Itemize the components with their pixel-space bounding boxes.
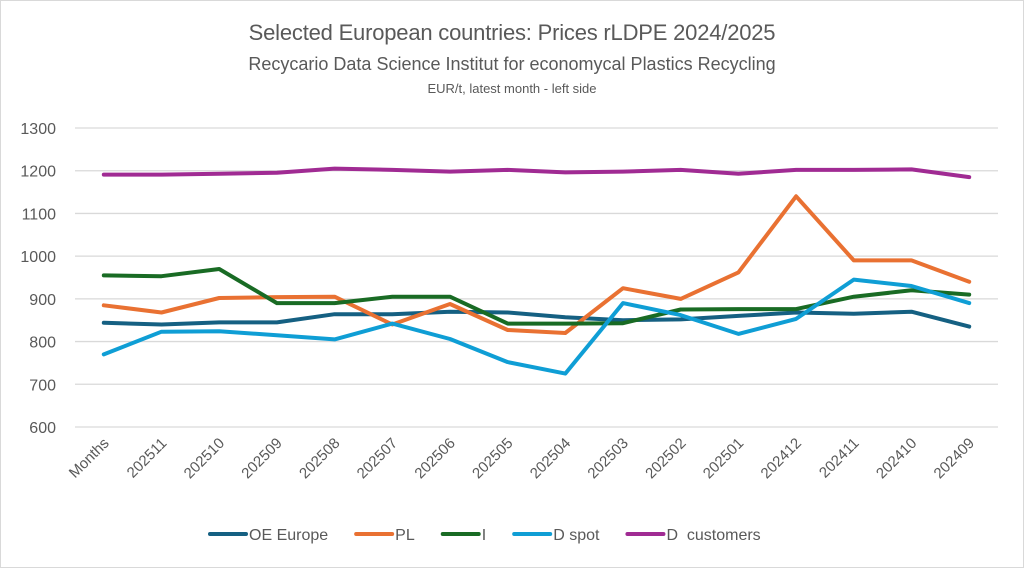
y-tick-label: 1300 [20, 121, 56, 138]
x-tick-label: 202409 [931, 435, 978, 482]
x-tick-label: 202503 [584, 435, 631, 482]
x-tick-label: Months [66, 435, 113, 482]
legend-label: PL [395, 527, 415, 544]
legend: OE Europe PL I D spot D customers [208, 527, 761, 544]
x-tick-label: 202506 [411, 435, 458, 482]
x-tick-label: 202501 [700, 435, 747, 482]
y-tick-label: 600 [29, 420, 56, 437]
legend-item: PL [354, 527, 415, 544]
legend-label: I [482, 527, 486, 544]
y-tick-label: 1200 [20, 164, 56, 181]
legend-item: D customers [625, 527, 761, 544]
legend-label: D customers [666, 527, 760, 544]
x-tick-label: 202510 [181, 435, 228, 482]
x-tick-label: 202504 [527, 435, 574, 482]
legend-item: I [440, 527, 486, 544]
legend-label: D spot [553, 527, 600, 544]
y-axis-ticks: 600 700 800 900 1000 1100 1200 1300 [20, 121, 56, 437]
x-tick-label: 202412 [758, 435, 805, 482]
legend-item: D spot [512, 527, 600, 544]
chart-title: Selected European countries: Prices rLDP… [248, 20, 776, 45]
x-tick-label: 202509 [238, 435, 285, 482]
chart-note: EUR/t, latest month - left side [427, 81, 597, 96]
series-line-d-customers [101, 166, 972, 180]
y-tick-label: 1000 [20, 249, 56, 266]
x-tick-label: 202511 [124, 435, 171, 482]
x-tick-label: 202411 [816, 435, 863, 482]
x-tick-label: 202502 [642, 435, 689, 482]
y-tick-label: 800 [29, 335, 56, 352]
x-tick-label: 202410 [873, 435, 920, 482]
series-lines [101, 166, 972, 376]
x-axis-ticks: Months 202511 202510 202509 202508 202507 2025… [66, 435, 978, 482]
x-tick-label: 202507 [354, 435, 401, 482]
series-line-oe-europe [101, 309, 972, 329]
y-tick-label: 900 [29, 292, 56, 309]
series-line-d-spot [101, 277, 972, 376]
y-tick-label: 700 [29, 377, 56, 394]
series-line-i [101, 267, 972, 326]
series-line-pl [101, 194, 972, 335]
x-tick-label: 202505 [469, 435, 516, 482]
x-tick-label: 202508 [296, 435, 343, 482]
legend-label: OE Europe [249, 527, 328, 544]
chart-subtitle: Recycario Data Science Institut for econ… [248, 54, 776, 74]
y-tick-label: 1100 [22, 206, 57, 223]
legend-item: OE Europe [208, 527, 328, 544]
